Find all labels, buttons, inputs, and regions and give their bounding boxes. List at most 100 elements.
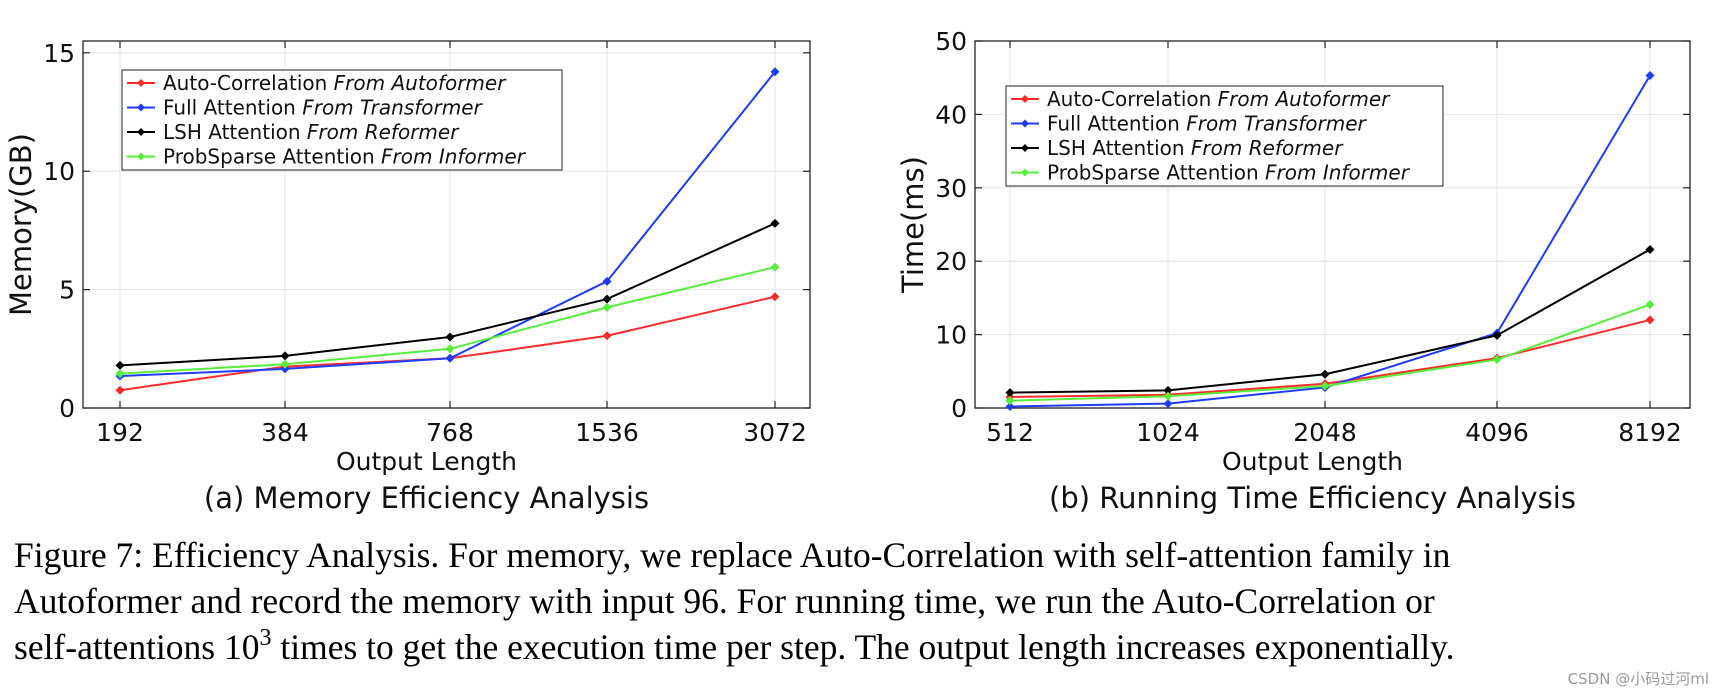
watermark: CSDN @小码过河ml	[1567, 670, 1709, 688]
data-point	[1163, 399, 1173, 409]
legend-entry-label: LSH Attention	[1047, 136, 1191, 160]
legend-entry: LSH Attention From Reformer	[163, 120, 460, 144]
data-point	[770, 262, 780, 272]
series-line	[1009, 248, 1651, 394]
data-point	[115, 369, 125, 379]
y-tick-label: 40	[935, 100, 967, 129]
subfigure-caption: (a) Memory Efficiency Analysis	[204, 481, 649, 515]
data-point	[1320, 381, 1330, 391]
data-point	[770, 218, 780, 228]
y-tick-label: 15	[43, 39, 75, 68]
legend-entry-label: Full Attention	[1047, 112, 1186, 136]
x-tick-label: 2048	[1293, 418, 1357, 447]
legend-entry: Auto-Correlation From Autoformer	[1047, 87, 1391, 111]
series-auto-correlation	[115, 292, 780, 395]
subfigure-caption: (b) Running Time Efficiency Analysis	[1049, 481, 1576, 515]
caption-line-1: Figure 7: Efficiency Analysis. For memor…	[14, 535, 1451, 575]
legend-entry-source: From Autoformer	[1218, 87, 1392, 111]
x-tick-label: 768	[426, 418, 474, 447]
data-point	[1005, 396, 1015, 406]
legend-entry-source: From Reformer	[1191, 136, 1344, 160]
figure-caption: Figure 7: Efficiency Analysis. For memor…	[14, 532, 1714, 670]
data-point	[445, 344, 455, 354]
plot-frame	[82, 40, 811, 409]
series-line	[119, 295, 776, 392]
data-point	[1005, 402, 1015, 412]
legend-entry-label: LSH Attention	[163, 120, 307, 144]
legend-entry: Full Attention From Transformer	[163, 96, 484, 120]
data-point	[1005, 388, 1015, 398]
legend-swatch-marker	[1021, 168, 1029, 177]
legend-entry: Full Attention From Transformer	[1047, 112, 1368, 136]
legend-entry-label: Full Attention	[163, 96, 302, 120]
data-point	[602, 331, 612, 341]
legend-swatch-marker	[137, 152, 145, 161]
data-point	[770, 67, 780, 77]
legend-entry-source: From Transformer	[1186, 112, 1367, 136]
series-auto-correlation	[1005, 315, 1655, 402]
x-tick-label: 1536	[575, 418, 639, 447]
time-chart: 512 1024 2048 4096 8192 0 10 20 30 40 50 Output Len…	[896, 27, 1691, 515]
series-lsh-attention	[115, 218, 780, 370]
data-point	[602, 302, 612, 312]
caption-line-3: self-attentions 103 times to get the exe…	[14, 624, 1714, 670]
y-tick-label: 5	[59, 276, 75, 305]
data-point	[1492, 355, 1502, 365]
x-tick-label: 4096	[1465, 418, 1529, 447]
x-tick-label: 8192	[1618, 418, 1682, 447]
data-point	[445, 332, 455, 342]
legend-entry-source: From Autoformer	[334, 71, 508, 95]
data-point	[1645, 244, 1655, 254]
x-axis-label: Output Length	[1222, 447, 1403, 476]
legend-swatch-marker	[137, 79, 145, 87]
memory-chart: 192 384 768 1536 3072 0 5 10 15 Output Length Memo…	[4, 39, 811, 515]
x-tick-label: 384	[261, 418, 309, 447]
y-axis-label: Memory(GB)	[4, 133, 38, 316]
data-point	[1163, 385, 1173, 395]
legend-entry-label: ProbSparse Attention	[1047, 161, 1265, 185]
data-point	[280, 351, 290, 361]
x-tick-label: 512	[986, 418, 1034, 447]
legend-entry-source: From Informer	[1265, 161, 1411, 185]
series-probsparse-attention	[115, 262, 780, 379]
data-point	[115, 385, 125, 395]
data-point	[280, 364, 290, 374]
data-point	[1320, 369, 1330, 379]
caption-line-3-end: times to get the execution time per step…	[271, 627, 1455, 667]
legend-entry: ProbSparse Attention From Informer	[163, 145, 527, 169]
data-point	[1645, 315, 1655, 325]
series-line	[119, 222, 776, 367]
legend-entry: Auto-Correlation From Autoformer	[163, 71, 507, 95]
legend-box	[121, 69, 563, 171]
x-axis-label: Output Length	[336, 447, 517, 476]
legend-entry-source: From Transformer	[302, 96, 483, 120]
x-tick-label: 192	[96, 418, 144, 447]
data-point	[1645, 70, 1655, 80]
y-tick-label: 30	[935, 174, 967, 203]
legend-entry-label: Auto-Correlation	[1047, 87, 1218, 111]
legend-box	[1005, 85, 1444, 187]
data-point	[602, 294, 612, 304]
data-point	[770, 292, 780, 302]
legend-entry-label: Auto-Correlation	[163, 71, 334, 95]
data-point	[1163, 391, 1173, 401]
legend-entry-source: From Informer	[381, 145, 527, 169]
data-point	[602, 276, 612, 286]
caption-exponent: 3	[259, 625, 272, 651]
y-tick-label: 0	[59, 394, 75, 423]
y-tick-label: 10	[935, 321, 967, 350]
y-axis-label: Time(ms)	[896, 156, 930, 294]
y-tick-label: 20	[935, 247, 967, 276]
data-point	[280, 359, 290, 369]
data-point	[1492, 330, 1502, 340]
legend-swatch-marker	[1021, 144, 1029, 152]
series-lsh-attention	[1005, 244, 1655, 398]
data-point	[1645, 300, 1655, 310]
legend-entry: ProbSparse Attention From Informer	[1047, 161, 1411, 185]
series-probsparse-attention	[1005, 300, 1655, 406]
legend-swatch-marker	[1021, 119, 1029, 128]
data-point	[445, 353, 455, 363]
